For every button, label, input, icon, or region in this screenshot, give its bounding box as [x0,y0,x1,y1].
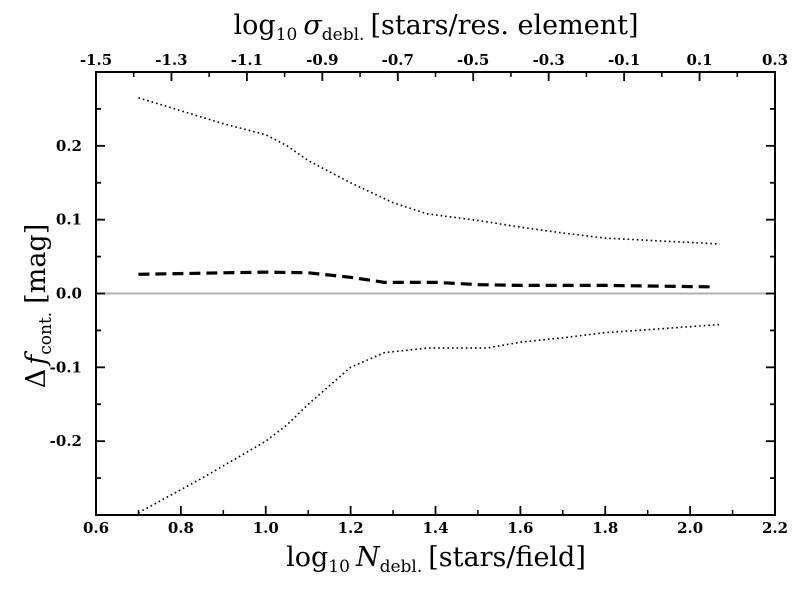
x2-tick-label: -0.5 [457,51,489,69]
x-tick-label: 2.2 [762,519,788,537]
y-tick-label: 0.0 [56,285,82,303]
x2-tick-label: -1.1 [231,51,263,69]
x2-tick-label: 0.1 [687,51,713,69]
x2-tick-label: -0.7 [382,51,414,69]
x-axis-title: log10 Ndebl. [stars/field] [286,542,586,577]
series-group [138,97,720,514]
x2-tick-label: -1.5 [80,51,112,69]
x2-tick-label: -0.3 [533,51,565,69]
series-line-mean [138,270,716,289]
x-tick-label: 1.2 [338,519,364,537]
ticks [95,71,776,516]
series-line-upper [138,97,720,245]
x-tick-label: 1.4 [422,519,448,537]
y-axis-title: Δfcont.[mag] [21,224,56,389]
y-tick-label: 0.2 [56,137,82,155]
x-tick-label: 1.6 [507,519,533,537]
x2-tick-label: -1.3 [155,51,187,69]
x2-axis-title: log10 σdebl. [stars/res. element] [234,10,639,45]
x-tick-label: 0.6 [83,519,109,537]
x-tick-label: 1.0 [253,519,279,537]
x-tick-label: 2.0 [677,519,703,537]
y-tick-label: 0.1 [56,211,82,229]
tick-labels: 0.6 0.8 1.0 1.2 1.4 1.6 1.8 2.0 2.2 -1.5 -1.3 -1.1 -… [50,51,788,537]
y-tick-label: -0.1 [50,358,82,376]
x2-tick-label: -0.9 [306,51,338,69]
x2-tick-label: 0.3 [762,51,788,69]
series-line-lower [138,323,720,514]
x-tick-label: 1.8 [592,519,618,537]
x2-tick-label: -0.1 [608,51,640,69]
y-tick-label: -0.2 [50,432,82,450]
x-tick-label: 0.8 [168,519,194,537]
